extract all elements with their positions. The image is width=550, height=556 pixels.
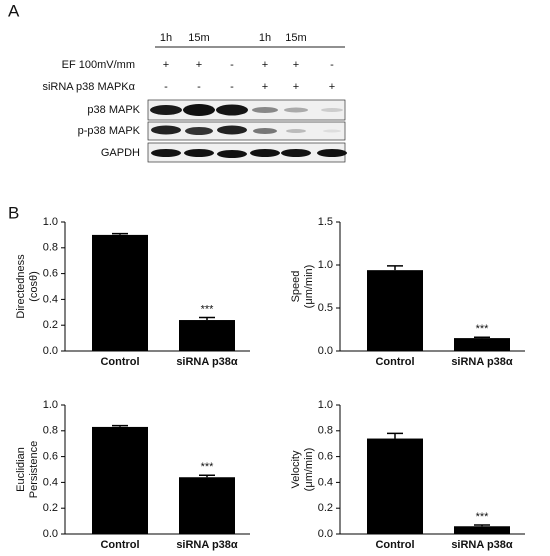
condition-sign: - [164, 81, 168, 93]
significance: *** [476, 511, 490, 523]
time-header: 15m [188, 32, 209, 44]
condition-sign: + [329, 81, 335, 93]
band-label: GAPDH [101, 147, 140, 159]
y-tick-label: 1.0 [318, 259, 333, 271]
significance: *** [476, 323, 490, 335]
bar [367, 270, 423, 351]
y-axis-label: Velocity [290, 450, 302, 488]
x-tick-label: siRNA p38α [451, 539, 513, 551]
error-bar [387, 432, 403, 439]
error-bar [112, 232, 128, 235]
y-tick-label: 0.8 [43, 242, 58, 254]
y-tick-label: 0.8 [318, 425, 333, 437]
y-tick-label: 1.0 [43, 399, 58, 411]
x-tick-label: siRNA p38α [451, 356, 513, 368]
y-axis-label: Speed [290, 271, 302, 303]
y-tick-label: 0.0 [43, 345, 58, 357]
y-tick-label: 0.2 [43, 502, 58, 514]
time-header: 15m [285, 32, 306, 44]
band-label: p38 MAPK [87, 104, 140, 116]
y-tick-label: 0.0 [318, 528, 333, 540]
condition-sign: + [262, 81, 268, 93]
bar [367, 438, 423, 534]
condition-sign: + [293, 59, 299, 71]
y-axis-label: (μm/min) [303, 448, 315, 492]
bar [454, 338, 510, 351]
y-tick-label: 0.6 [318, 451, 333, 463]
time-header: 1h [259, 32, 271, 44]
significance: *** [201, 461, 215, 473]
time-header: 1h [160, 32, 172, 44]
y-tick-label: 0.8 [43, 425, 58, 437]
y-tick-label: 1.0 [318, 399, 333, 411]
y-tick-label: 0.2 [43, 319, 58, 331]
y-tick-label: 0.4 [43, 293, 58, 305]
condition-sign: - [330, 59, 334, 71]
y-axis-label: Euclidian [15, 447, 27, 492]
condition-sign: + [262, 59, 268, 71]
panel-label: B [8, 203, 19, 222]
condition-sign: - [230, 59, 234, 71]
y-tick-label: 0.5 [318, 302, 333, 314]
bar [92, 234, 148, 351]
condition-label: EF 100mV/mm [62, 59, 135, 71]
condition-sign: + [293, 81, 299, 93]
error-bar [474, 524, 490, 527]
error-bar [112, 424, 128, 427]
x-tick-label: siRNA p38α [176, 356, 238, 368]
x-tick-label: Control [100, 539, 139, 551]
y-tick-label: 0.0 [43, 528, 58, 540]
bar [179, 320, 235, 351]
error-bar [387, 265, 403, 271]
x-tick-label: Control [375, 356, 414, 368]
error-bar [474, 336, 490, 339]
y-tick-label: 1.5 [318, 216, 333, 228]
y-tick-label: 0.0 [318, 345, 333, 357]
error-bar [199, 474, 215, 478]
y-tick-label: 1.0 [43, 216, 58, 228]
x-tick-label: siRNA p38α [176, 539, 238, 551]
condition-sign: + [196, 59, 202, 71]
y-axis-label: Persistence [28, 441, 40, 498]
condition-sign: - [197, 81, 201, 93]
x-tick-label: Control [375, 539, 414, 551]
y-tick-label: 0.4 [43, 476, 58, 488]
y-axis-label: Directedness [15, 254, 27, 319]
y-axis-label: (μm/min) [303, 265, 315, 309]
y-tick-label: 0.6 [43, 451, 58, 463]
x-tick-label: Control [100, 356, 139, 368]
band-label: p-p38 MAPK [78, 125, 141, 137]
condition-sign: + [163, 59, 169, 71]
error-bar [199, 316, 215, 321]
y-tick-label: 0.2 [318, 502, 333, 514]
y-axis-label: (cosθ) [28, 271, 40, 302]
bar [92, 426, 148, 534]
y-tick-label: 0.6 [43, 268, 58, 280]
condition-sign: - [230, 81, 234, 93]
y-tick-label: 0.4 [318, 476, 333, 488]
panel-label: A [8, 1, 20, 20]
condition-label: siRNA p38 MAPKα [42, 81, 135, 93]
bar [454, 526, 510, 534]
blot-image [147, 99, 347, 163]
significance: *** [201, 303, 215, 315]
bar [179, 477, 235, 534]
